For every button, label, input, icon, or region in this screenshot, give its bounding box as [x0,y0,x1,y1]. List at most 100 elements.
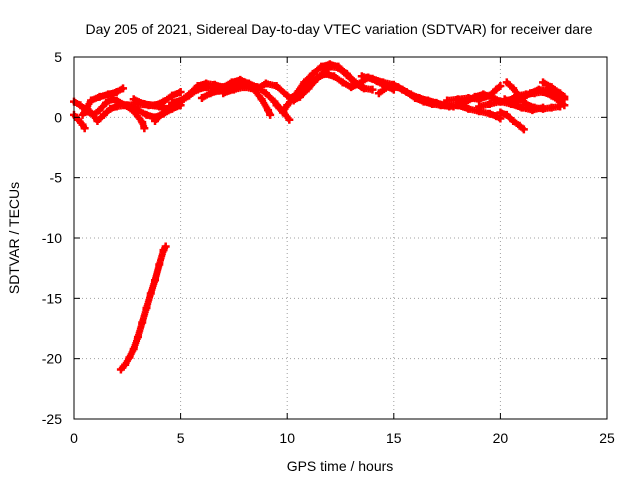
data-point [534,85,543,94]
data-point [185,90,194,99]
y-tick-label: -20 [42,351,62,367]
series-arc-6 [129,87,185,110]
data-point [509,116,518,125]
y-axis-label: SDTVAR / TECUs [6,182,22,294]
data-point [443,96,452,105]
data-point [176,96,185,105]
data-point [206,89,215,98]
data-point [321,69,330,78]
data-point [368,85,377,94]
data-point [119,84,128,93]
data-point [519,125,528,134]
y-tick-label: -15 [42,290,62,306]
x-tick-label: 20 [493,430,509,446]
data-point [419,97,428,106]
data-point [394,83,403,92]
data-point [325,60,334,69]
data-point [133,332,142,341]
x-tick-label: 0 [70,430,78,446]
data-point [485,109,494,118]
data-point [496,97,505,106]
data-point [342,69,351,78]
data-point [129,345,138,354]
data-point [261,89,270,98]
data-point [368,74,377,83]
data-point [140,100,149,109]
data-point [330,72,339,81]
data-point [125,353,134,362]
data-point [142,110,151,119]
data-point [133,106,142,115]
tick-labels: 0 5 10 15 20 25 5 0 -5 -10 -15 -20 -25 [42,49,615,446]
data-point [379,78,388,87]
data-point [161,242,170,251]
data-point [101,98,110,107]
data-point [411,94,420,103]
data-point [76,101,85,110]
x-tick-label: 15 [386,430,402,446]
data-point [402,87,411,96]
data-point [229,85,238,94]
data-point [485,100,494,109]
data-point [106,104,115,113]
data-point [278,108,287,117]
data-point [526,89,535,98]
data-point [539,78,548,87]
data-point [116,365,125,374]
data-point [151,116,160,125]
data-point [121,360,130,369]
data-point [272,81,281,90]
data-point [475,95,484,104]
data-point [464,94,473,103]
data-point [539,103,548,112]
data-point [374,89,383,98]
data-point [428,100,437,109]
data-point [151,101,160,110]
plot-frame [73,56,608,420]
data-point [385,81,394,90]
data-point [445,102,454,111]
y-tick-label: -25 [42,411,62,427]
data-point [517,103,526,112]
data-point [261,79,270,88]
data-point [475,102,484,111]
data-point [93,116,102,125]
x-tick-label: 10 [279,430,295,446]
data-point [556,102,565,111]
data-point [257,95,266,104]
data-point [159,108,168,117]
data-point [528,106,537,115]
data-point [214,86,223,95]
data-point [464,104,473,113]
x-tick-label: 5 [177,430,185,446]
data-point [287,94,296,103]
data-point [159,97,168,106]
data-point [347,83,356,92]
data-point [176,87,185,96]
ticks-layer [73,56,608,420]
data-point [502,78,511,87]
y-tick-label: 5 [54,49,62,65]
data-point [502,110,511,119]
data-point [168,91,177,100]
data-point [492,112,501,121]
data-point [496,108,505,117]
data-point [89,110,98,119]
marks-layer [70,60,569,374]
data-point [142,303,151,312]
series-arc-21 [475,97,548,115]
data-point [264,106,273,115]
series-arc-20 [539,78,569,101]
data-point [99,110,108,119]
data-point [295,89,304,98]
data-point [313,73,322,82]
x-tick-label: 25 [599,430,615,446]
data-point [112,102,121,111]
data-point [283,101,292,110]
data-point [355,79,364,88]
data-point [193,81,202,90]
series-arc-19 [496,108,528,134]
data-point [436,101,445,110]
series-arc-15 [443,81,505,105]
